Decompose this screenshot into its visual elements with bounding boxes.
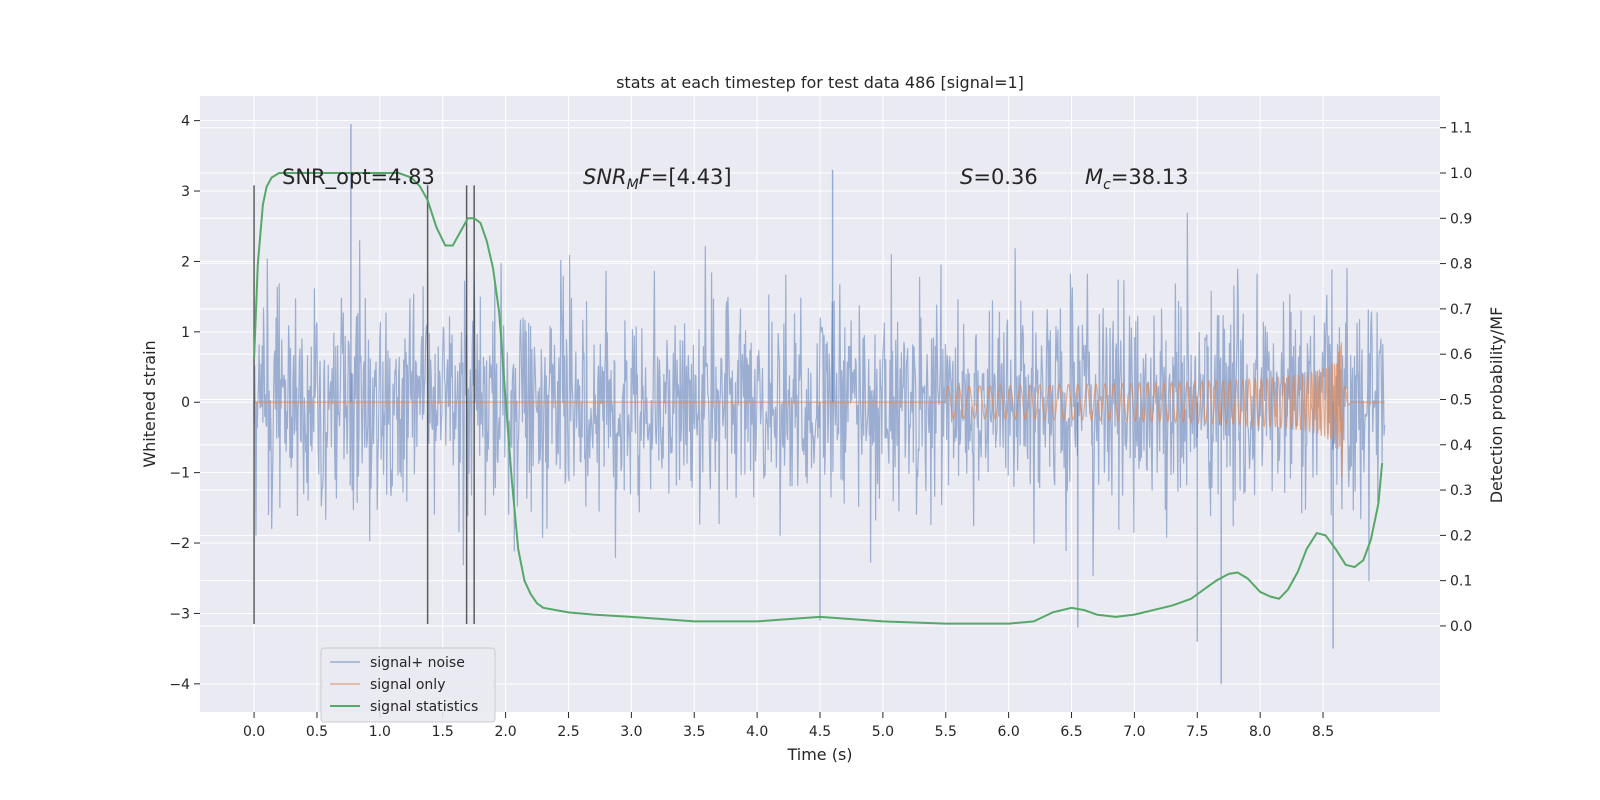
- statistics-line: [253, 172, 1384, 625]
- y-tick-label-3: −1: [169, 466, 190, 482]
- x-tick-label-11: 5.5: [935, 724, 957, 740]
- y-tick-label-1: −3: [169, 606, 190, 622]
- y-right-tick-label-9: 0.9: [1450, 211, 1472, 227]
- y-right-tick-label-7: 0.7: [1450, 302, 1472, 318]
- legend-label-signal: signal only: [370, 677, 445, 693]
- x-tick-label-16: 8.0: [1249, 724, 1271, 740]
- y-right-tick-label-11: 1.1: [1450, 121, 1472, 137]
- chart-title: stats at each timestep for test data 486…: [616, 73, 1024, 92]
- y-right-tick-label-4: 0.4: [1450, 438, 1472, 454]
- legend-box: [320, 647, 496, 723]
- x-tick-label-2: 1.0: [369, 724, 391, 740]
- y-tick-label-5: 1: [181, 325, 190, 341]
- annotation-s: S=0.36: [960, 165, 1038, 189]
- y-axis-title: Whitened strain: [140, 340, 159, 467]
- y-right-tick-label-0: 0.0: [1450, 619, 1472, 635]
- y-right-tick-label-8: 0.8: [1450, 257, 1472, 273]
- x-tick-label-8: 4.0: [746, 724, 768, 740]
- x-tick-label-12: 6.0: [998, 724, 1020, 740]
- legend-label-statistics: signal statistics: [370, 699, 478, 715]
- y-right-tick-label-6: 0.6: [1450, 347, 1472, 363]
- statistics-series: [253, 172, 1384, 625]
- x-tick-label-6: 3.0: [620, 724, 642, 740]
- x-tick-label-4: 2.0: [494, 724, 516, 740]
- legend-label-noise: signal+ noise: [370, 655, 465, 671]
- annotation-mc: Mc=38.13: [1085, 165, 1189, 193]
- annotation-snr-mf: SNRMF=[4.43]: [583, 165, 732, 193]
- y-right-tick-label-1: 0.1: [1450, 574, 1472, 590]
- noise-line: [253, 212, 1386, 582]
- x-tick-label-10: 5.0: [872, 724, 894, 740]
- x-tick-label-9: 4.5: [809, 724, 831, 740]
- legend: signal+ noise signal only signal statist…: [320, 647, 496, 723]
- y-tick-label-2: −2: [169, 536, 190, 552]
- y-right-tick-label-3: 0.3: [1450, 483, 1472, 499]
- vertical-markers: [253, 185, 475, 624]
- y-tick-label-0: −4: [169, 677, 190, 693]
- noise-series: [253, 124, 1386, 684]
- annotation-snr-opt: SNR_opt=4.83: [282, 165, 435, 190]
- x-tick-label-0: 0.0: [243, 724, 265, 740]
- signal-only-series: [254, 342, 1385, 478]
- y-tick-label-7: 3: [181, 184, 190, 200]
- x-tick-label-15: 7.5: [1186, 724, 1208, 740]
- x-tick-label-13: 6.5: [1060, 724, 1082, 740]
- y-right-tick-label-10: 1.0: [1450, 166, 1472, 182]
- annotations: SNR_opt=4.83 SNRMF=[4.43] S=0.36 Mc=38.1…: [282, 165, 1189, 193]
- y-right-tick-label-5: 0.5: [1450, 392, 1472, 408]
- x-tick-label-3: 1.5: [432, 724, 454, 740]
- x-tick-label-5: 2.5: [557, 724, 579, 740]
- y-axis-right: 0.0 0.1 0.2 0.3 0.4 0.5 0.6 0.7 0.8 0.9 1.0 1.1: [1440, 121, 1472, 635]
- x-tick-label-7: 3.5: [683, 724, 705, 740]
- x-axis-title: Time (s): [786, 745, 852, 764]
- x-tick-label-17: 8.5: [1312, 724, 1334, 740]
- y-right-tick-label-2: 0.2: [1450, 528, 1472, 544]
- signal-only-line: [254, 342, 1385, 478]
- y-tick-label-4: 0: [181, 395, 190, 411]
- x-axis: 0.0 0.5 1.0 1.5 2.0 2.5 3.0 3.5 4.0 4.5 5.0 5.5 6.0 6…: [243, 712, 1334, 740]
- y-axis-right-title: Detection probability/MF: [1487, 307, 1506, 504]
- y-axis-left: −4 −3 −2 −1 0 1 2 3 4: [169, 114, 200, 693]
- y-tick-label-8: 4: [181, 114, 190, 130]
- x-tick-label-14: 7.0: [1123, 724, 1145, 740]
- x-tick-label-1: 0.5: [306, 724, 328, 740]
- y-tick-label-6: 2: [181, 254, 190, 270]
